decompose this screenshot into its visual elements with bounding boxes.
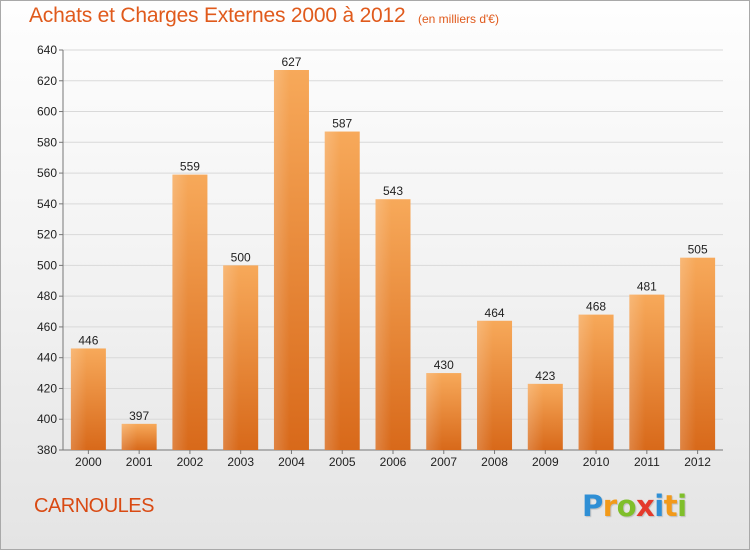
bar-highlight: [629, 295, 645, 450]
data-label-2003: 500: [231, 250, 251, 264]
data-label-2012: 505: [688, 243, 708, 257]
y-tick-label: 400: [37, 412, 57, 426]
x-tick-label: 2012: [684, 455, 711, 469]
bar-highlight: [426, 373, 442, 450]
data-label-2010: 468: [586, 300, 606, 314]
data-label-2000: 446: [78, 333, 98, 347]
bar-highlight: [274, 70, 290, 450]
y-tick-label: 520: [37, 228, 57, 242]
proxiti-logo[interactable]: Proxiti: [582, 489, 687, 523]
bar-highlight: [172, 175, 188, 450]
x-tick-label: 2009: [532, 455, 559, 469]
bars: [71, 70, 715, 450]
logo-letter: o: [617, 489, 636, 523]
y-tick-label: 600: [37, 105, 57, 119]
data-label-2007: 430: [434, 358, 454, 372]
bar-highlight: [579, 315, 595, 450]
x-tick-label: 2010: [583, 455, 610, 469]
y-tick-label: 620: [37, 74, 57, 88]
y-tick-label: 420: [37, 381, 57, 395]
y-tick-label: 540: [37, 197, 57, 211]
y-tick-label: 440: [37, 351, 57, 365]
bar-highlight: [325, 132, 341, 450]
bar-highlight: [71, 348, 87, 450]
x-tick-label: 2003: [227, 455, 254, 469]
x-tick-label: 2008: [481, 455, 508, 469]
y-tick-label: 380: [37, 443, 57, 457]
data-label-2008: 464: [485, 306, 505, 320]
bar-highlight: [477, 321, 493, 450]
logo-letter: P: [582, 489, 603, 523]
y-tick-label: 640: [37, 43, 57, 57]
x-tick-label: 2005: [329, 455, 356, 469]
bar-highlight: [376, 199, 392, 450]
x-tick-label: 2002: [177, 455, 204, 469]
town-name: CARNOULES: [34, 495, 154, 518]
logo-letter: i: [654, 489, 663, 523]
logo-letter: i: [677, 489, 686, 523]
data-label-2011: 481: [637, 280, 657, 294]
bar-highlight: [223, 265, 239, 450]
bar-highlight: [122, 424, 138, 450]
data-label-2006: 543: [383, 184, 403, 198]
data-label-2009: 423: [535, 369, 555, 383]
x-tick-label: 2001: [126, 455, 153, 469]
x-tick-label: 2011: [634, 455, 660, 469]
data-label-2001: 397: [129, 409, 149, 423]
y-tick-label: 460: [37, 320, 57, 334]
data-label-2004: 627: [281, 55, 301, 69]
y-tick-label: 480: [37, 289, 57, 303]
data-label-2005: 587: [332, 117, 352, 131]
bar-highlight: [680, 258, 696, 450]
x-tick-label: 2004: [278, 455, 305, 469]
y-tick-label: 500: [37, 258, 57, 272]
bar-highlight: [528, 384, 544, 450]
data-label-2002: 559: [180, 160, 200, 174]
x-tick-label: 2000: [75, 455, 102, 469]
y-tick-label: 580: [37, 135, 57, 149]
bar-chart: 446397559500627587543430464423468481505 …: [0, 0, 750, 550]
x-tick-label: 2006: [380, 455, 407, 469]
x-tick-label: 2007: [430, 455, 457, 469]
logo-letter: t: [664, 489, 677, 523]
logo-letter: r: [603, 489, 617, 523]
logo-letter: x: [636, 489, 654, 523]
y-tick-label: 560: [37, 166, 57, 180]
